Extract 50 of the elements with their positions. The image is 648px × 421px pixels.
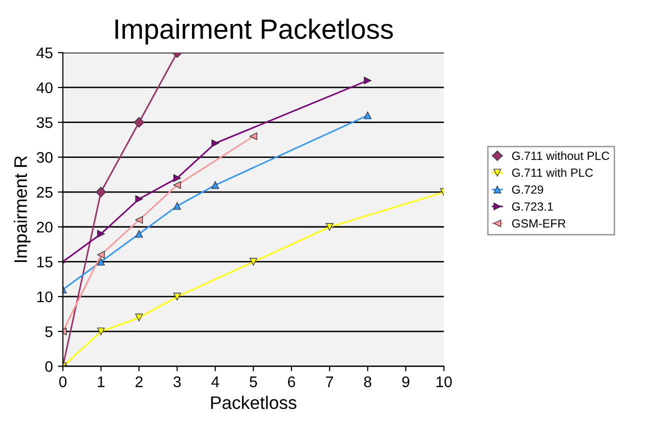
legend-label: G.729 — [512, 185, 544, 194]
point — [364, 76, 372, 84]
point — [135, 216, 143, 224]
point — [135, 230, 143, 238]
y-tick-label: 20 — [36, 222, 53, 233]
point — [250, 258, 258, 266]
point — [364, 112, 372, 120]
x-axis-title: Packetloss — [211, 396, 296, 410]
x-tick-label: 5 — [250, 376, 257, 388]
point — [326, 223, 334, 231]
x-tick-label: 8 — [364, 376, 372, 388]
y-tick-label: 15 — [37, 256, 52, 268]
point — [173, 292, 181, 300]
x-tick-label: 0 — [59, 376, 67, 388]
legend-label: GSM-EFR — [512, 219, 566, 228]
y-tick-label: 35 — [36, 117, 52, 128]
point — [211, 139, 220, 148]
y-tick-label: 10 — [37, 291, 53, 302]
point — [134, 117, 144, 128]
x-tick-label: 6 — [288, 376, 296, 388]
point — [211, 181, 220, 189]
x-tick-label: 1 — [98, 376, 104, 388]
x-tick-label: 3 — [174, 376, 181, 388]
legend-label: G.711 without PLC — [512, 151, 610, 160]
point — [173, 202, 181, 210]
legend-label: G.711 with PLC — [512, 168, 593, 177]
y-tick-label: 40 — [36, 82, 53, 94]
point — [173, 174, 181, 182]
x-tick-label: 2 — [136, 376, 143, 388]
x-tick-label: 10 — [436, 376, 452, 388]
point — [97, 328, 105, 336]
point — [173, 181, 181, 189]
y-tick-label: 25 — [36, 186, 52, 198]
y-tick-label: 45 — [36, 48, 52, 58]
point — [96, 186, 106, 198]
point — [135, 314, 143, 322]
chart-title: Impairment Packetloss — [115, 18, 393, 44]
x-tick-label: 7 — [326, 376, 334, 388]
y-tick-label: 30 — [36, 152, 53, 163]
y-axis-title: Impairment R — [14, 156, 31, 262]
x-tick-label: 4 — [211, 376, 220, 388]
point — [250, 132, 258, 140]
legend-label: G.723.1 — [512, 202, 553, 211]
point — [135, 195, 143, 203]
point — [97, 250, 105, 259]
point — [97, 230, 105, 238]
x-tick-label: 9 — [402, 376, 410, 388]
point — [97, 258, 105, 266]
y-tick-label: 5 — [45, 326, 52, 338]
y-tick-label: 0 — [45, 361, 53, 372]
